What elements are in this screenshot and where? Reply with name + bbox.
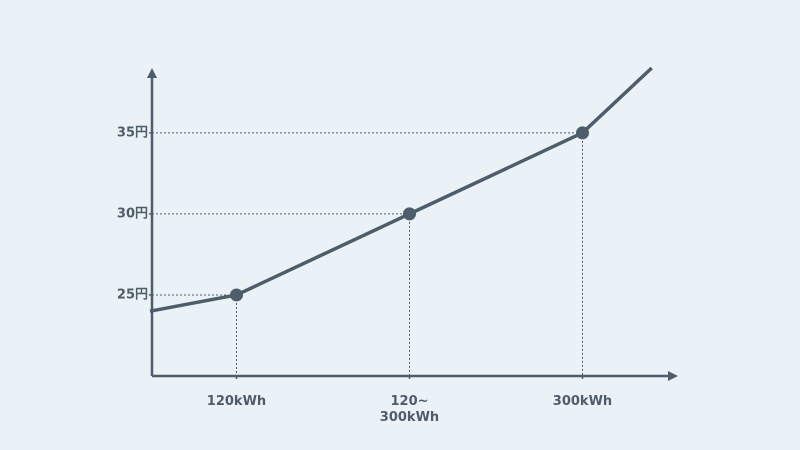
point [403, 207, 416, 221]
point [576, 126, 589, 140]
point [230, 288, 243, 302]
x-tick-label: 300kWh [552, 394, 613, 409]
y-tick-label: 25円 [117, 287, 148, 302]
y-tick-label: 30円 [117, 206, 148, 221]
y-tick-label: 35円 [117, 125, 148, 140]
x-tick-label: 120~ 300kWh [379, 394, 440, 425]
y-axis-arrow [147, 68, 157, 78]
x-tick-label: 120kWh [206, 394, 267, 409]
line [149, 66, 653, 313]
x-axis-arrow [668, 371, 678, 381]
